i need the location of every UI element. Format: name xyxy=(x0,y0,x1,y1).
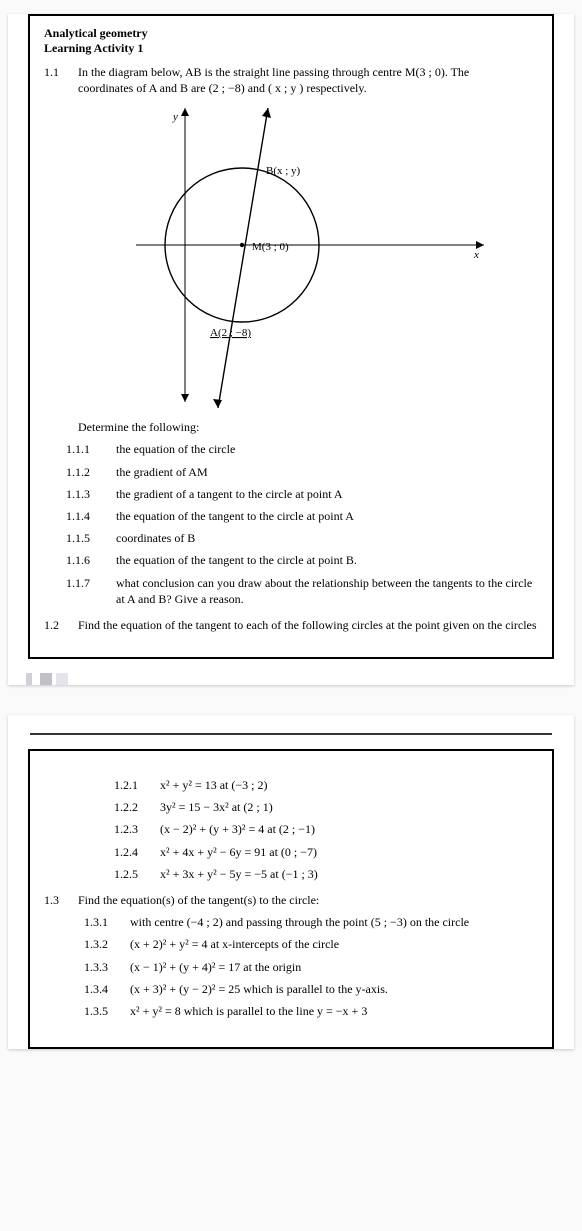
page-1: Analytical geometry Learning Activity 1 … xyxy=(8,14,574,685)
item-134: 1.3.4 (x + 3)² + (y − 2)² = 25 which is … xyxy=(44,981,538,997)
item-121-text: x² + y² = 13 at (−3 ; 2) xyxy=(160,777,267,793)
item-114-num: 1.1.4 xyxy=(44,508,116,524)
q11-text-a: In the diagram below, AB is the straight… xyxy=(78,65,469,79)
item-135-text: x² + y² = 8 which is parallel to the lin… xyxy=(130,1003,367,1019)
title-line-1: Analytical geometry xyxy=(44,26,538,41)
item-134-text: (x + 3)² + (y − 2)² = 25 which is parall… xyxy=(130,981,388,997)
item-111-num: 1.1.1 xyxy=(44,441,116,457)
x-arrow xyxy=(476,241,484,249)
q13-num: 1.3 xyxy=(44,892,78,908)
content-frame-2: 1.2.1 x² + y² = 13 at (−3 ; 2) 1.2.2 3y²… xyxy=(28,749,554,1049)
label-y: y xyxy=(172,111,178,123)
content-frame-1: Analytical geometry Learning Activity 1 … xyxy=(28,14,554,659)
item-117-num: 1.1.7 xyxy=(44,575,116,607)
point-m xyxy=(240,243,244,247)
item-133-text: (x − 1)² + (y + 4)² = 17 at the origin xyxy=(130,959,301,975)
item-124-text: x² + 4x + y² − 6y = 91 at (0 ; −7) xyxy=(160,844,317,860)
item-112: 1.1.2 the gradient of AM xyxy=(44,464,538,480)
item-113: 1.1.3 the gradient of a tangent to the c… xyxy=(44,486,538,502)
q13-text: Find the equation(s) of the tangent(s) t… xyxy=(78,892,319,908)
item-114: 1.1.4 the equation of the tangent to the… xyxy=(44,508,538,524)
item-132-text: (x + 2)² + y² = 4 at x-intercepts of the… xyxy=(130,936,339,952)
q13: 1.3 Find the equation(s) of the tangent(… xyxy=(44,892,538,908)
item-113-text: the gradient of a tangent to the circle … xyxy=(116,486,343,502)
q11-intro: 1.1 In the diagram below, AB is the stra… xyxy=(44,64,538,96)
item-111: 1.1.1 the equation of the circle xyxy=(44,441,538,457)
title-line-2: Learning Activity 1 xyxy=(44,41,538,56)
item-135: 1.3.5 x² + y² = 8 which is parallel to t… xyxy=(44,1003,538,1019)
item-115: 1.1.5 coordinates of B xyxy=(44,530,538,546)
item-115-num: 1.1.5 xyxy=(44,530,116,546)
determine-label: Determine the following: xyxy=(78,420,538,435)
label-b: B(x ; y) xyxy=(266,165,301,177)
item-131: 1.3.1 with centre (−4 ; 2) and passing t… xyxy=(44,914,538,930)
item-122-text: 3y² = 15 − 3x² at (2 ; 1) xyxy=(160,799,273,815)
q12-num: 1.2 xyxy=(44,617,78,633)
q11-text: In the diagram below, AB is the straight… xyxy=(78,64,469,96)
deco-bar xyxy=(26,673,32,685)
item-114-text: the equation of the tangent to the circl… xyxy=(116,508,354,524)
item-116-text: the equation of the tangent to the circl… xyxy=(116,552,357,568)
item-112-text: the gradient of AM xyxy=(116,464,208,480)
item-133: 1.3.3 (x − 1)² + (y + 4)² = 17 at the or… xyxy=(44,959,538,975)
page-decoration xyxy=(26,673,574,685)
item-122-num: 1.2.2 xyxy=(114,799,160,815)
item-124: 1.2.4 x² + 4x + y² − 6y = 91 at (0 ; −7) xyxy=(44,844,538,860)
item-123-text: (x − 2)² + (y + 3)² = 4 at (2 ; −1) xyxy=(160,821,315,837)
item-111-text: the equation of the circle xyxy=(116,441,235,457)
deco-dots xyxy=(40,673,68,685)
title-block: Analytical geometry Learning Activity 1 xyxy=(44,26,538,56)
label-a: A(2 ; −8) xyxy=(210,327,251,339)
item-116-num: 1.1.6 xyxy=(44,552,116,568)
label-x: x xyxy=(473,249,479,261)
item-131-text: with centre (−4 ; 2) and passing through… xyxy=(130,914,469,930)
item-125-num: 1.2.5 xyxy=(114,866,160,882)
line-ab xyxy=(218,108,268,408)
q11-text-b: coordinates of A and B are (2 ; −8) and … xyxy=(78,81,367,95)
item-117-text: what conclusion can you draw about the r… xyxy=(116,575,538,607)
item-125: 1.2.5 x² + 3x + y² − 5y = −5 at (−1 ; 3) xyxy=(44,866,538,882)
line-ab-arrow-down xyxy=(213,399,222,408)
item-113-num: 1.1.3 xyxy=(44,486,116,502)
item-123: 1.2.3 (x − 2)² + (y + 3)² = 4 at (2 ; −1… xyxy=(44,821,538,837)
q12: 1.2 Find the equation of the tangent to … xyxy=(44,617,538,633)
item-134-num: 1.3.4 xyxy=(84,981,130,997)
item-132: 1.3.2 (x + 2)² + y² = 4 at x-intercepts … xyxy=(44,936,538,952)
y-arrow-down xyxy=(181,394,189,402)
item-115-text: coordinates of B xyxy=(116,530,195,546)
q12-text: Find the equation of the tangent to each… xyxy=(78,617,537,633)
label-m: M(3 ; 0) xyxy=(252,241,289,253)
item-135-num: 1.3.5 xyxy=(84,1003,130,1019)
line-ab-arrow-up xyxy=(262,108,271,118)
y-arrow-up xyxy=(181,108,189,116)
item-133-num: 1.3.3 xyxy=(84,959,130,975)
item-121: 1.2.1 x² + y² = 13 at (−3 ; 2) xyxy=(44,777,538,793)
page-2: 1.2.1 x² + y² = 13 at (−3 ; 2) 1.2.2 3y²… xyxy=(8,715,574,1049)
item-117: 1.1.7 what conclusion can you draw about… xyxy=(44,575,538,607)
diagram-svg: y x B(x ; y) M(3 ; 0) A(2 ; −8) xyxy=(70,102,510,412)
circle-diagram: y x B(x ; y) M(3 ; 0) A(2 ; −8) xyxy=(70,102,538,412)
item-131-num: 1.3.1 xyxy=(84,914,130,930)
divider-top xyxy=(30,733,552,735)
item-123-num: 1.2.3 xyxy=(114,821,160,837)
item-112-num: 1.1.2 xyxy=(44,464,116,480)
item-125-text: x² + 3x + y² − 5y = −5 at (−1 ; 3) xyxy=(160,866,318,882)
item-122: 1.2.2 3y² = 15 − 3x² at (2 ; 1) xyxy=(44,799,538,815)
item-132-num: 1.3.2 xyxy=(84,936,130,952)
item-116: 1.1.6 the equation of the tangent to the… xyxy=(44,552,538,568)
q11-number: 1.1 xyxy=(44,64,78,96)
item-121-num: 1.2.1 xyxy=(114,777,160,793)
item-124-num: 1.2.4 xyxy=(114,844,160,860)
